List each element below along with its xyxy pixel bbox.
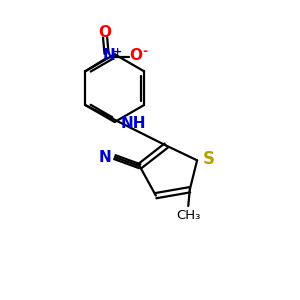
Text: O: O <box>129 48 142 63</box>
Text: NH: NH <box>120 116 146 131</box>
Text: S: S <box>202 150 214 168</box>
Text: O: O <box>99 25 112 40</box>
Text: N: N <box>98 150 111 165</box>
Text: -: - <box>142 45 147 58</box>
Text: N: N <box>102 48 115 63</box>
Text: CH₃: CH₃ <box>176 209 200 223</box>
Text: +: + <box>113 46 122 56</box>
